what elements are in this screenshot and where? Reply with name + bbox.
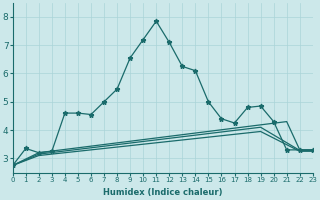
X-axis label: Humidex (Indice chaleur): Humidex (Indice chaleur) (103, 188, 222, 197)
